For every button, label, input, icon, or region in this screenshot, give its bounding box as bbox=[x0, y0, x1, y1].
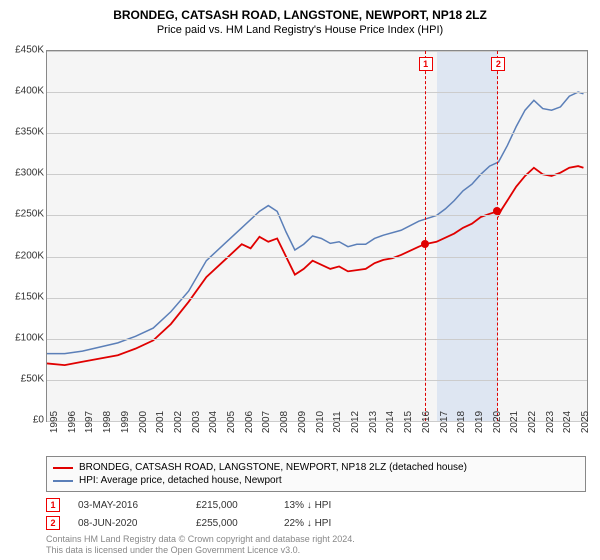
legend-swatch bbox=[53, 480, 73, 482]
xtick-label: 2021 bbox=[509, 411, 520, 433]
xtick-label: 1995 bbox=[49, 411, 60, 433]
sales-table: 1 03-MAY-2016 £215,000 13% ↓ HPI 2 08-JUN-202… bbox=[46, 496, 364, 532]
event-index-box: 1 bbox=[419, 57, 433, 71]
gridline bbox=[47, 257, 587, 258]
xtick-label: 2024 bbox=[562, 411, 573, 433]
xtick-label: 1997 bbox=[84, 411, 95, 433]
sales-index: 1 bbox=[46, 498, 60, 512]
xtick-label: 2022 bbox=[527, 411, 538, 433]
footer: Contains HM Land Registry data © Crown c… bbox=[46, 534, 355, 556]
xtick-label: 2003 bbox=[191, 411, 202, 433]
xtick-label: 2010 bbox=[315, 411, 326, 433]
xtick-label: 2004 bbox=[208, 411, 219, 433]
ytick-label: £200K bbox=[15, 250, 44, 261]
gridline bbox=[47, 92, 587, 93]
chart-lines bbox=[47, 51, 587, 421]
xtick-label: 1999 bbox=[120, 411, 131, 433]
series-hpi bbox=[47, 92, 583, 353]
xtick-label: 2020 bbox=[492, 411, 503, 433]
ytick-label: £150K bbox=[15, 291, 44, 302]
event-index-box: 2 bbox=[491, 57, 505, 71]
chart-subtitle: Price paid vs. HM Land Registry's House … bbox=[0, 22, 600, 42]
chart-title: BRONDEG, CATSASH ROAD, LANGSTONE, NEWPOR… bbox=[0, 0, 600, 22]
xtick-label: 2023 bbox=[545, 411, 556, 433]
xtick-label: 1996 bbox=[67, 411, 78, 433]
gridline bbox=[47, 133, 587, 134]
xtick-label: 2001 bbox=[155, 411, 166, 433]
event-line bbox=[425, 51, 426, 421]
xtick-label: 2008 bbox=[279, 411, 290, 433]
xtick-label: 1998 bbox=[102, 411, 113, 433]
xtick-label: 2005 bbox=[226, 411, 237, 433]
footer-line2: This data is licensed under the Open Gov… bbox=[46, 545, 355, 556]
xtick-label: 2012 bbox=[350, 411, 361, 433]
event-marker bbox=[493, 207, 501, 215]
sales-price: £255,000 bbox=[196, 518, 266, 529]
sales-diff: 22% ↓ HPI bbox=[284, 518, 364, 529]
sales-index: 2 bbox=[46, 516, 60, 530]
sales-price: £215,000 bbox=[196, 500, 266, 511]
legend-row: BRONDEG, CATSASH ROAD, LANGSTONE, NEWPOR… bbox=[53, 461, 579, 474]
xtick-label: 2011 bbox=[332, 411, 343, 433]
xtick-label: 2015 bbox=[403, 411, 414, 433]
ytick-label: £0 bbox=[33, 415, 44, 426]
plot-area: 12 bbox=[46, 50, 588, 422]
event-marker bbox=[421, 240, 429, 248]
xtick-label: 2007 bbox=[261, 411, 272, 433]
legend-swatch bbox=[53, 467, 73, 469]
event-line bbox=[497, 51, 498, 421]
legend-label: HPI: Average price, detached house, Newp… bbox=[79, 475, 282, 486]
xtick-label: 2006 bbox=[244, 411, 255, 433]
sales-date: 08-JUN-2020 bbox=[78, 518, 178, 529]
gridline bbox=[47, 339, 587, 340]
gridline bbox=[47, 380, 587, 381]
sales-diff: 13% ↓ HPI bbox=[284, 500, 364, 511]
xtick-label: 2019 bbox=[474, 411, 485, 433]
gridline bbox=[47, 298, 587, 299]
chart-container: BRONDEG, CATSASH ROAD, LANGSTONE, NEWPOR… bbox=[0, 0, 600, 560]
legend: BRONDEG, CATSASH ROAD, LANGSTONE, NEWPOR… bbox=[46, 456, 586, 492]
sales-date: 03-MAY-2016 bbox=[78, 500, 178, 511]
xtick-label: 2009 bbox=[297, 411, 308, 433]
sales-row: 1 03-MAY-2016 £215,000 13% ↓ HPI bbox=[46, 496, 364, 514]
legend-label: BRONDEG, CATSASH ROAD, LANGSTONE, NEWPOR… bbox=[79, 462, 467, 473]
footer-line1: Contains HM Land Registry data © Crown c… bbox=[46, 534, 355, 545]
ytick-label: £250K bbox=[15, 209, 44, 220]
sales-row: 2 08-JUN-2020 £255,000 22% ↓ HPI bbox=[46, 514, 364, 532]
xtick-label: 2017 bbox=[439, 411, 450, 433]
xtick-label: 2000 bbox=[138, 411, 149, 433]
legend-row: HPI: Average price, detached house, Newp… bbox=[53, 474, 579, 487]
xtick-label: 2016 bbox=[421, 411, 432, 433]
ytick-label: £350K bbox=[15, 127, 44, 138]
series-property bbox=[47, 166, 583, 365]
ytick-label: £50K bbox=[21, 373, 44, 384]
gridline bbox=[47, 215, 587, 216]
gridline bbox=[47, 51, 587, 52]
ytick-label: £300K bbox=[15, 168, 44, 179]
ytick-label: £450K bbox=[15, 45, 44, 56]
xtick-label: 2002 bbox=[173, 411, 184, 433]
xtick-label: 2025 bbox=[580, 411, 591, 433]
xtick-label: 2013 bbox=[368, 411, 379, 433]
xtick-label: 2014 bbox=[385, 411, 396, 433]
ytick-label: £100K bbox=[15, 332, 44, 343]
xtick-label: 2018 bbox=[456, 411, 467, 433]
ytick-label: £400K bbox=[15, 86, 44, 97]
gridline bbox=[47, 174, 587, 175]
